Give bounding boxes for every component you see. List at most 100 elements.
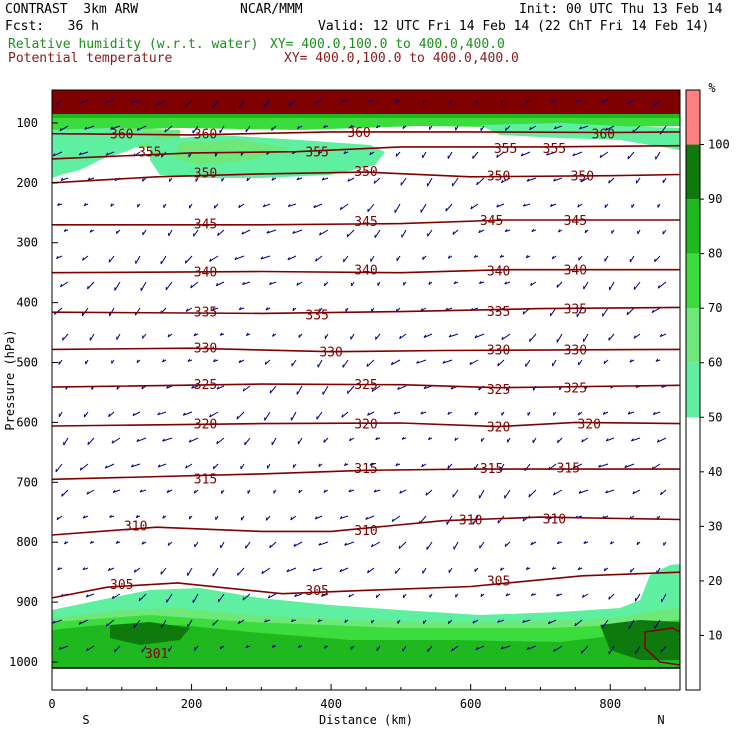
wind-vector — [56, 515, 63, 521]
wind-vector-head — [447, 411, 450, 415]
wind-vector — [157, 99, 167, 106]
theta-contour-350 — [52, 171, 680, 184]
wind-vector — [580, 177, 589, 183]
wind-vector — [166, 593, 173, 603]
wind-vector — [185, 463, 193, 469]
wind-vector — [108, 567, 115, 571]
wind-vector — [87, 281, 95, 290]
wind-vector-head — [83, 202, 87, 206]
wind-vector-head — [526, 178, 530, 182]
theta-contour-label: 345 — [194, 218, 217, 233]
wind-vector — [496, 151, 505, 158]
wind-vector-head — [82, 257, 85, 261]
wind-vector — [629, 255, 635, 263]
wind-vector-head — [89, 229, 92, 233]
colorbar-band — [686, 199, 700, 254]
wind-vector — [557, 437, 563, 444]
wind-vector-head — [556, 541, 560, 544]
wind-vector — [293, 541, 303, 547]
wind-vector — [268, 593, 277, 599]
wind-vector — [602, 307, 609, 317]
wind-vector — [474, 333, 485, 339]
theta-contour-label: 315 — [354, 462, 377, 477]
wind-vector — [373, 177, 381, 184]
wind-vector — [59, 125, 69, 132]
wind-vector-head — [264, 619, 267, 623]
wind-vector-head — [608, 596, 610, 600]
wind-vector-head — [452, 231, 455, 235]
wind-vector-head — [209, 258, 212, 262]
wind-vector — [601, 99, 609, 104]
wind-vector — [636, 177, 641, 184]
wind-vector — [190, 281, 199, 289]
wind-vector-head — [271, 644, 275, 648]
wind-vector — [212, 307, 219, 311]
wind-vector-head — [442, 360, 446, 364]
wind-vector — [292, 229, 303, 234]
wind-vector-head — [553, 648, 556, 652]
theta-contour-315 — [52, 468, 680, 481]
wind-vector — [423, 385, 433, 390]
theta-contour-label: 350 — [571, 170, 594, 185]
wind-vector-head — [653, 103, 656, 107]
wind-vectors — [52, 99, 667, 655]
wind-vector — [191, 385, 199, 389]
wind-vector — [185, 255, 193, 264]
wind-vector-head — [267, 595, 271, 599]
wind-vector — [84, 411, 89, 418]
theta-contour-360 — [52, 131, 680, 136]
wind-vector-head — [505, 593, 509, 597]
wind-vector-head — [575, 99, 579, 103]
relative-humidity-shading — [52, 90, 680, 668]
wind-vector-head — [215, 282, 219, 287]
wind-vector-head — [59, 128, 62, 132]
wind-vector-head — [499, 254, 503, 258]
wind-vector-head — [547, 620, 551, 625]
wind-vector — [105, 99, 115, 104]
rh-90-core-left — [110, 622, 190, 645]
wind-vector-head — [605, 127, 608, 131]
wind-vector-head — [57, 202, 60, 206]
wind-vector-head — [496, 204, 499, 208]
wind-vector-head — [369, 151, 372, 156]
wind-vector-head — [659, 333, 663, 337]
colorbar-frame — [685, 89, 701, 691]
wind-vector — [528, 489, 537, 498]
theta-contour-label: 315 — [557, 461, 580, 476]
wind-vector-head — [347, 390, 349, 394]
wind-vector-head — [136, 359, 139, 363]
wind-vector-head — [344, 542, 347, 546]
wind-vector-head — [298, 489, 301, 494]
wind-vector-head — [162, 438, 165, 442]
wind-vector-head — [87, 441, 90, 445]
wind-vector — [312, 567, 323, 572]
wind-vector-head — [348, 489, 352, 493]
wind-vector — [367, 203, 375, 213]
y-tick-label: 100 — [16, 116, 38, 130]
wind-vector-head — [504, 543, 507, 547]
wind-vector-head — [652, 411, 656, 415]
wind-vector — [552, 359, 557, 367]
wind-vector-head — [654, 258, 656, 262]
wind-vector — [157, 463, 167, 468]
wind-vector-head — [290, 618, 294, 622]
colorbar-tick-label: 20 — [708, 574, 722, 588]
wind-vector — [628, 619, 635, 629]
wind-vector-head — [572, 153, 575, 157]
wind-vector — [288, 203, 297, 208]
wind-vector — [395, 567, 401, 575]
wind-vector-head — [105, 100, 109, 104]
wind-vector-head — [216, 440, 219, 445]
wind-vector — [79, 151, 89, 156]
theta-contour-label: 345 — [480, 214, 503, 229]
wind-vector — [447, 151, 453, 159]
wind-vector-head — [599, 154, 602, 158]
wind-vector-head — [323, 489, 326, 493]
wind-vector-head — [315, 258, 318, 262]
wind-vector — [212, 567, 219, 577]
wind-vector-head — [265, 307, 268, 311]
wind-vector — [111, 437, 121, 444]
wind-vector-head — [551, 566, 555, 570]
wind-vector — [609, 281, 615, 291]
wind-vector — [575, 99, 583, 103]
